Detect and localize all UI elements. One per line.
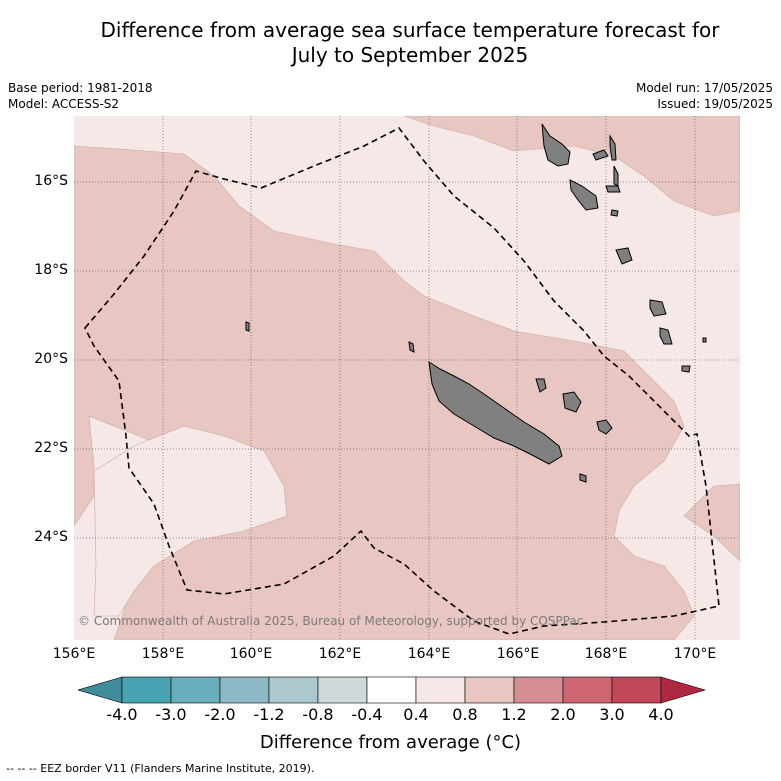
sst-anomaly-map: © Commonwealth of Australia 2025, Bureau…	[74, 116, 740, 640]
colorbar-tick-label: 3.0	[599, 705, 625, 724]
lon-label-160e: 160°E	[229, 646, 273, 662]
lon-label-158e: 158°E	[141, 646, 185, 662]
colorbar-tick-label: -0.8	[302, 705, 334, 724]
colorbar-tick-label: 0.4	[403, 705, 429, 724]
lon-label-156e: 156°E	[52, 646, 96, 662]
model-run: Model run: 17/05/2025	[635, 81, 773, 95]
colorbar-cell	[317, 676, 368, 704]
maewo-island	[609, 134, 617, 161]
colorbar-tick-label: -1.2	[253, 705, 285, 724]
espiritu-santo-island	[541, 123, 571, 167]
pentecost-island	[613, 165, 619, 187]
colorbar-cells	[78, 676, 706, 704]
colorbar-cell	[562, 676, 613, 704]
map-canvas	[74, 116, 740, 640]
lat-label-16s: 16°S	[34, 173, 68, 189]
colorbar-tick-label: 0.8	[452, 705, 478, 724]
small-island-east	[702, 337, 707, 343]
copyright-notice: © Commonwealth of Australia 2025, Bureau…	[78, 614, 584, 628]
grande-terre-island	[428, 360, 563, 465]
title-line-2: July to September 2025	[291, 43, 529, 67]
issued-date: Issued: 19/05/2025	[657, 97, 773, 111]
lat-label-24s: 24°S	[34, 529, 68, 545]
colorbar-cell	[366, 676, 417, 704]
lat-label-18s: 18°S	[34, 262, 68, 278]
lifou-island	[562, 391, 582, 413]
chesterfield-island	[245, 321, 250, 332]
colorbar-tick-label: -0.4	[351, 705, 383, 724]
colorbar-cell	[464, 676, 515, 704]
grid-lines	[74, 116, 740, 640]
belep-island	[408, 341, 415, 353]
lat-label-20s: 20°S	[34, 351, 68, 367]
erromango-island	[649, 299, 667, 317]
lon-label-162e: 162°E	[318, 646, 362, 662]
eez-footnote: -- -- -- EEZ border V11 (Flanders Marine…	[6, 762, 315, 775]
ambae-island	[592, 149, 609, 161]
base-period: Base period: 1981-2018	[8, 81, 153, 95]
tanna-island	[659, 327, 673, 345]
lon-label-170e: 170°E	[673, 646, 717, 662]
malekula-island	[569, 179, 599, 211]
meta-left: Base period: 1981-2018 Model: ACCESS-S2	[8, 80, 153, 112]
ambrym-island	[605, 185, 621, 193]
colorbar-cell	[219, 676, 270, 704]
colorbar-cell	[513, 676, 564, 704]
colorbar-cell	[415, 676, 466, 704]
colorbar-tick-label: 1.2	[501, 705, 527, 724]
colorbar-tick-label: -4.0	[106, 705, 138, 724]
lon-label-168e: 168°E	[584, 646, 628, 662]
colorbar-cell	[611, 676, 662, 704]
colorbar-label: Difference from average (°C)	[259, 732, 522, 753]
ouvea-island	[535, 378, 547, 393]
aneityum-island	[681, 365, 691, 373]
lon-label-164e: 164°E	[407, 646, 451, 662]
lat-label-22s: 22°S	[34, 440, 68, 456]
colorbar-cell	[170, 676, 221, 704]
isle-of-pines	[579, 473, 587, 483]
colorbar-arrow-high	[660, 676, 706, 704]
lon-label-166e: 166°E	[496, 646, 540, 662]
chart-title: Difference from average sea surface temp…	[40, 18, 780, 68]
anomaly-region-lower-left-light	[93, 425, 288, 617]
colorbar-cell	[268, 676, 319, 704]
colorbar-arrow-low	[78, 676, 123, 704]
colorbar-cell	[121, 676, 172, 704]
meta-right: Model run: 17/05/2025 Issued: 19/05/2025	[636, 80, 773, 112]
epi-island	[610, 209, 619, 217]
anomaly-region-upper-right	[403, 116, 740, 217]
colorbar-tick-label: 4.0	[648, 705, 674, 724]
mare-island	[596, 419, 613, 435]
efate-island	[615, 247, 633, 265]
colorbar-tick-label: -2.0	[204, 705, 236, 724]
colorbar-tick-label: 2.0	[550, 705, 576, 724]
anomaly-region-right-edge	[683, 483, 740, 562]
title-line-1: Difference from average sea surface temp…	[100, 18, 720, 42]
colorbar-tick-label: -3.0	[155, 705, 187, 724]
colorbar	[78, 676, 706, 704]
model-name: Model: ACCESS-S2	[8, 97, 120, 111]
